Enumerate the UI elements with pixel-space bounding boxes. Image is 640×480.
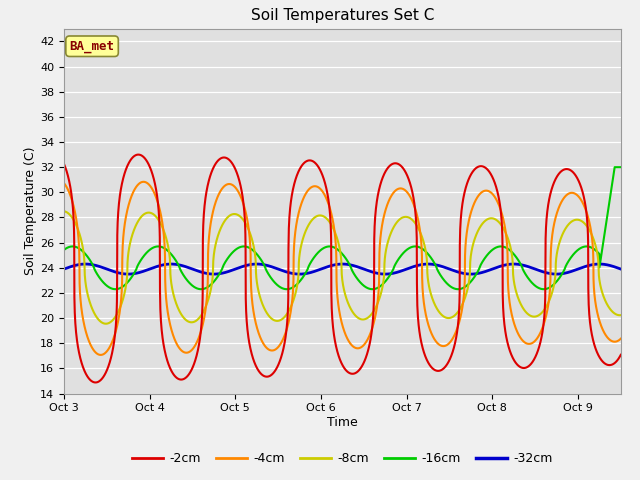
Legend: -2cm, -4cm, -8cm, -16cm, -32cm: -2cm, -4cm, -8cm, -16cm, -32cm: [127, 447, 558, 470]
X-axis label: Time: Time: [327, 416, 358, 429]
Title: Soil Temperatures Set C: Soil Temperatures Set C: [251, 9, 434, 24]
Y-axis label: Soil Temperature (C): Soil Temperature (C): [24, 147, 37, 276]
Text: BA_met: BA_met: [70, 40, 115, 53]
